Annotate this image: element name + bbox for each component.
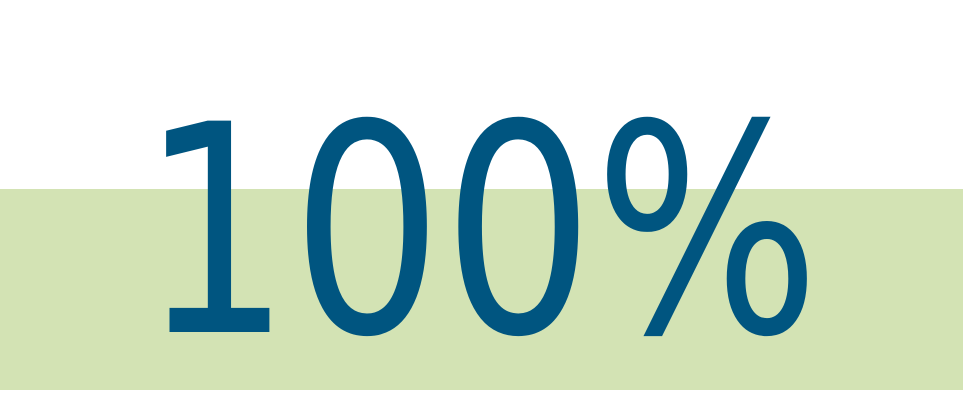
headline-value-text: 100% xyxy=(140,64,820,400)
highlight-band xyxy=(0,189,963,390)
